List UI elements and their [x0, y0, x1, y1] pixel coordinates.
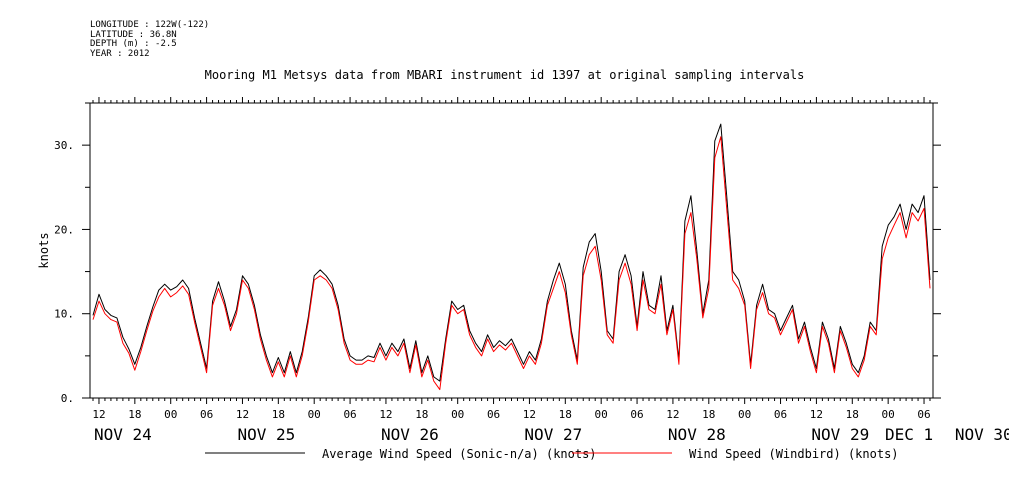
x-hour-label: 18	[415, 408, 428, 421]
x-hour-label: 00	[882, 408, 895, 421]
y-tick-label: 20.	[54, 223, 74, 236]
y-tick-label: 10.	[54, 308, 74, 321]
x-day-label: DEC 1	[885, 425, 933, 444]
x-hour-label: 18	[128, 408, 141, 421]
depth-text: DEPTH (m) : -2.5	[90, 39, 177, 49]
latitude-text: LATITUDE : 36.8N	[90, 29, 177, 40]
y-tick-label: 0.	[61, 392, 74, 405]
x-hour-label: 00	[451, 408, 464, 421]
x-hour-label: 12	[666, 408, 679, 421]
plot-axes: 0. 10. 20. 30. knots 12 18 00 06 12 18 00 06 12 18 00 06…	[37, 97, 1009, 444]
x-day-label: NOV 26	[381, 425, 439, 444]
x-hour-label: 12	[379, 408, 392, 421]
x-day-label: NOV 30	[955, 425, 1009, 444]
x-hour-label: 12	[523, 408, 536, 421]
x-hour-label: 12	[92, 408, 105, 421]
x-hour-label: 12	[810, 408, 823, 421]
series-line-windbird	[92, 136, 931, 391]
x-hour-label: 06	[630, 408, 643, 421]
year-text: YEAR : 2012	[90, 48, 150, 59]
x-hour-label: 18	[559, 408, 572, 421]
longitude-text: LONGITUDE : 122W(-122)	[90, 20, 210, 30]
series-line-sonic	[92, 123, 931, 382]
x-hour-label: 18	[702, 408, 715, 421]
x-day-label: NOV 25	[237, 425, 295, 444]
x-hour-label: 06	[917, 408, 930, 421]
y-axis-label: knots	[37, 232, 51, 268]
x-hour-label: 00	[595, 408, 608, 421]
x-hour-label: 00	[164, 408, 177, 421]
x-day-label: NOV 24	[94, 425, 152, 444]
chart-title: Mooring M1 Metsys data from MBARI instru…	[204, 68, 805, 82]
legend: Average Wind Speed (Sonic-n/a) (knots) Wi…	[205, 447, 899, 461]
x-hour-label: 06	[343, 408, 356, 421]
legend-label-windbird: Wind Speed (Windbird) (knots)	[689, 447, 899, 461]
x-hour-label: 06	[774, 408, 787, 421]
x-hour-label: 06	[200, 408, 213, 421]
plot-frame	[89, 102, 934, 399]
x-hour-label: 00	[308, 408, 321, 421]
x-day-label: NOV 29	[811, 425, 869, 444]
legend-label-sonic: Average Wind Speed (Sonic-n/a) (knots)	[322, 447, 597, 461]
x-day-label: NOV 27	[524, 425, 582, 444]
x-day-label: NOV 28	[668, 425, 726, 444]
plot-series	[92, 123, 931, 391]
x-hour-label: 18	[846, 408, 859, 421]
x-hour-label: 00	[738, 408, 751, 421]
x-hour-label: 12	[236, 408, 249, 421]
station-metadata: LONGITUDE : 122W(-122) LATITUDE : 36.8N …	[90, 20, 210, 59]
x-hour-label: 06	[487, 408, 500, 421]
x-hour-label: 18	[272, 408, 285, 421]
y-tick-label: 30.	[54, 139, 74, 152]
